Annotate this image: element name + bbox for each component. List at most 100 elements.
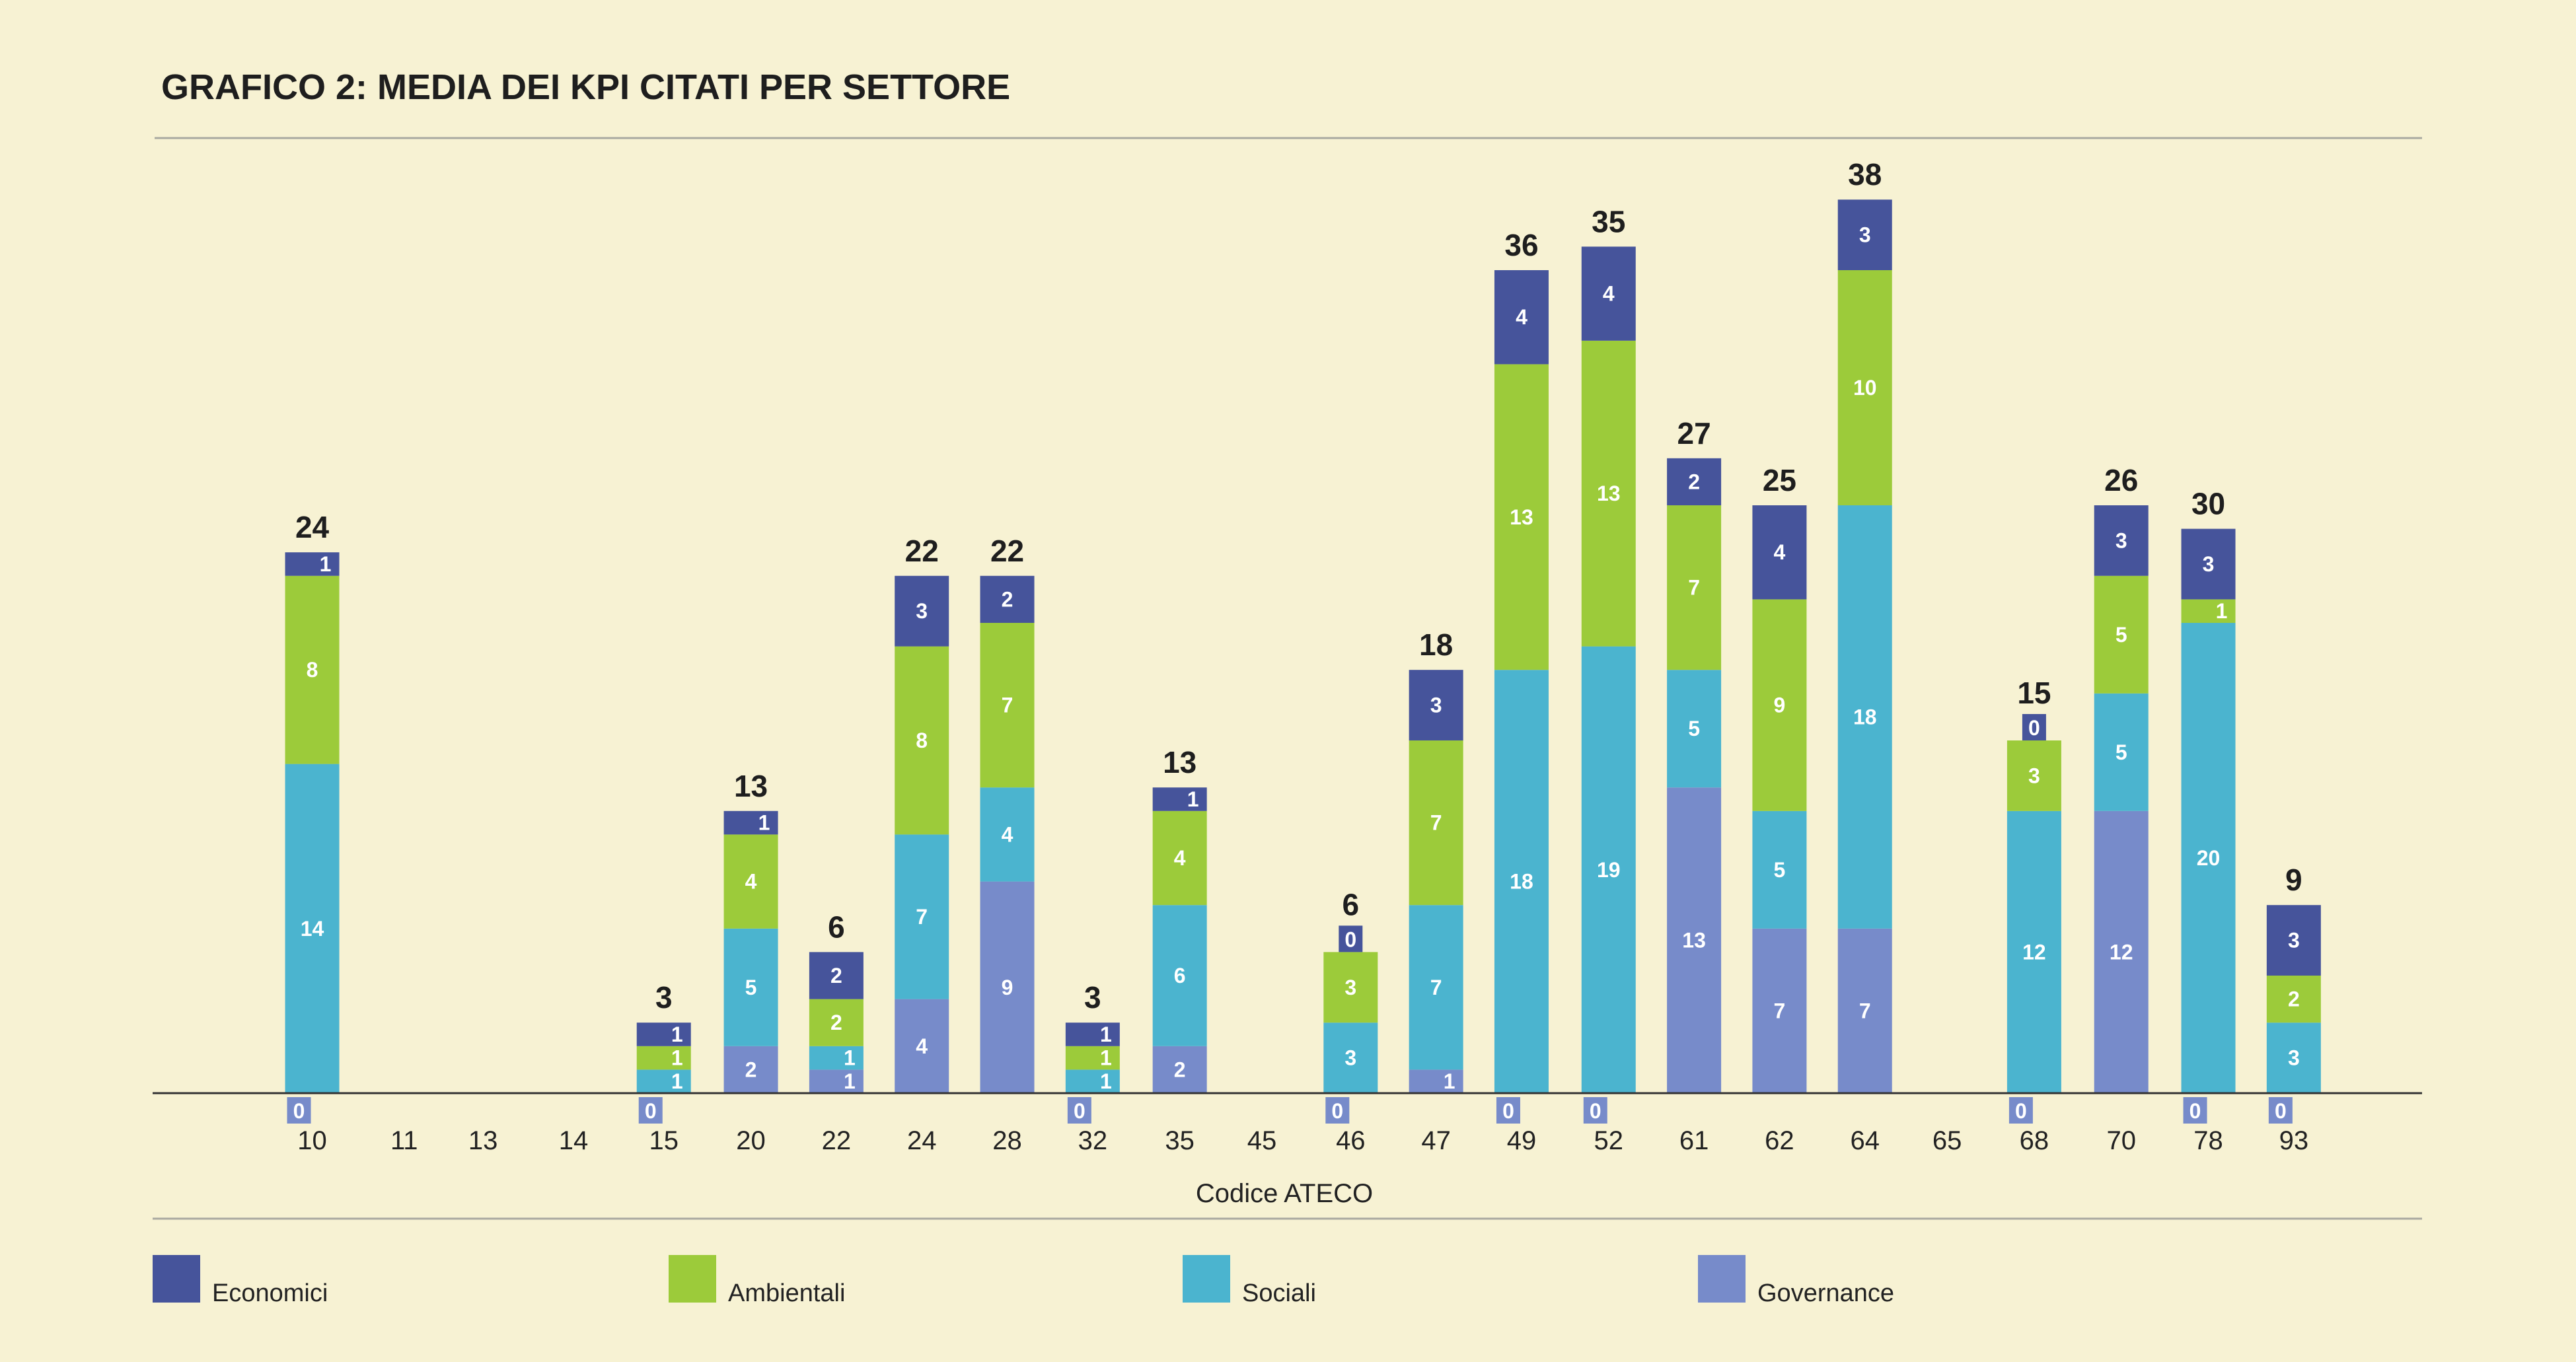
bar-segment-sociali xyxy=(809,1046,864,1070)
x-tick-label: 93 xyxy=(2279,1126,2309,1155)
bar-segment-sociali xyxy=(636,1069,691,1093)
bar-segment-economici xyxy=(2094,505,2149,576)
bar-segment-economici xyxy=(2266,905,2321,976)
segment-label: 3 xyxy=(2203,552,2215,576)
legend-label: Economici xyxy=(212,1279,328,1307)
segment-label: 8 xyxy=(307,658,318,682)
bar-segment-governance xyxy=(1667,787,1722,1093)
bar-segment-governance xyxy=(723,1046,778,1093)
bar-segment-ambientali xyxy=(2181,599,2236,623)
bar-segment-governance xyxy=(1409,1069,1463,1093)
total-label: 38 xyxy=(1848,157,1882,192)
segment-label: 1 xyxy=(1100,1069,1112,1093)
bar-segment-sociali xyxy=(1152,905,1207,1046)
segment-label: 3 xyxy=(1344,1046,1356,1070)
segment-label: 6 xyxy=(1174,964,1186,987)
bar-segment-economici xyxy=(1409,670,1463,740)
segment-label: 0 xyxy=(645,1099,657,1123)
x-tick-label: 49 xyxy=(1507,1126,1537,1155)
bar-segment-economici xyxy=(1581,246,1636,341)
segment-label: 4 xyxy=(1174,846,1186,870)
segment-label: 2 xyxy=(830,1011,842,1034)
bar-segment-ambientali xyxy=(285,575,340,764)
legend-swatch-economici xyxy=(153,1255,200,1303)
segment-label: 0 xyxy=(1331,1099,1343,1123)
bar-segment-governance xyxy=(980,881,1035,1093)
x-tick-label: 65 xyxy=(1932,1126,1962,1155)
segment-label: 3 xyxy=(2288,1046,2300,1070)
bar-segment-economici xyxy=(1667,458,1722,505)
segment-label: 3 xyxy=(1430,694,1442,717)
bar-segment-ambientali xyxy=(1152,810,1207,906)
zero-marker-governance xyxy=(2268,1097,2293,1124)
bar-segment-economici xyxy=(1065,1022,1120,1046)
bar-segment-economici xyxy=(1152,787,1207,811)
bar-segment-sociali xyxy=(1752,810,1807,929)
bar-segment-ambientali xyxy=(1581,340,1636,647)
bar-segment-ambientali xyxy=(809,999,864,1046)
x-ticks: 10 11 13 14 15 20 22 24 28 32 35 45 46 47 49 52 61 62 64 65… xyxy=(297,1126,2308,1155)
legend: Economici Ambientali Sociali Governance xyxy=(153,1255,1894,1307)
segment-label: 5 xyxy=(2116,623,2127,647)
bar-segment-ambientali xyxy=(1494,364,1549,670)
x-tick-label: 62 xyxy=(1765,1126,1794,1155)
total-label: 9 xyxy=(2285,863,2302,897)
segment-label: 5 xyxy=(1774,858,1786,882)
x-tick-label: 20 xyxy=(736,1126,766,1155)
zero-marker-governance xyxy=(287,1097,311,1124)
total-label: 15 xyxy=(2017,676,2051,710)
segment-label: 7 xyxy=(1859,999,1871,1022)
zero-marker-governance xyxy=(2008,1097,2033,1124)
x-tick-label: 15 xyxy=(649,1126,679,1155)
segment-label: 18 xyxy=(1853,705,1877,729)
x-tick-label: 64 xyxy=(1850,1126,1880,1155)
segment-label: 3 xyxy=(1859,223,1871,247)
segment-label: 1 xyxy=(671,1022,683,1046)
segment-label: 20 xyxy=(2197,846,2221,870)
bar-segment-sociali xyxy=(723,928,778,1046)
segment-label: 5 xyxy=(745,976,757,999)
segment-label: 1 xyxy=(671,1069,683,1093)
segment-label: 7 xyxy=(916,905,928,929)
segment-label: 5 xyxy=(2116,740,2127,764)
bar-segment-ambientali xyxy=(895,646,949,835)
segment-label: 3 xyxy=(916,599,928,623)
bar-segment-economici xyxy=(1494,270,1549,365)
zero-marker-governance xyxy=(1067,1097,1091,1124)
segment-label: 3 xyxy=(2116,528,2127,552)
bar-segment-sociali xyxy=(980,787,1035,882)
segment-label: 14 xyxy=(301,917,324,941)
total-label: 27 xyxy=(1677,416,1711,450)
segment-label: 0 xyxy=(2275,1099,2287,1123)
segment-label: 18 xyxy=(1510,870,1533,894)
bar-segment-sociali xyxy=(1494,670,1549,1093)
total-label: 18 xyxy=(1419,627,1453,662)
bar-segment-economici xyxy=(636,1022,691,1046)
segment-label: 8 xyxy=(916,729,928,752)
bar-segment-economici xyxy=(809,952,864,999)
x-tick-label: 52 xyxy=(1594,1126,1624,1155)
total-label: 22 xyxy=(905,534,939,568)
zero-marker-governance xyxy=(1496,1097,1520,1124)
x-tick-label: 70 xyxy=(2106,1126,2136,1155)
total-label: 3 xyxy=(655,980,673,1015)
segment-label: 0 xyxy=(1590,1099,1601,1123)
total-label: 24 xyxy=(295,510,330,544)
bar-segment-sociali xyxy=(1581,646,1636,1093)
bar-segment-economici xyxy=(895,575,949,647)
bar-segment-economici xyxy=(723,810,778,835)
x-tick-label: 47 xyxy=(1421,1126,1451,1155)
segment-label: 0 xyxy=(1502,1099,1514,1123)
segment-label: 1 xyxy=(1100,1046,1112,1070)
bar-segment-economici xyxy=(1837,199,1892,270)
legend-label: Sociali xyxy=(1242,1279,1316,1307)
bar-segment-governance xyxy=(1152,1046,1207,1093)
x-tick-label: 32 xyxy=(1078,1126,1108,1155)
segment-label: 4 xyxy=(916,1034,928,1058)
bar-segment-economici xyxy=(285,552,340,576)
bar-segment-ambientali xyxy=(1752,599,1807,811)
bar-segment-sociali xyxy=(2094,693,2149,811)
x-tick-label: 78 xyxy=(2193,1126,2223,1155)
segment-label: 1 xyxy=(671,1046,683,1070)
